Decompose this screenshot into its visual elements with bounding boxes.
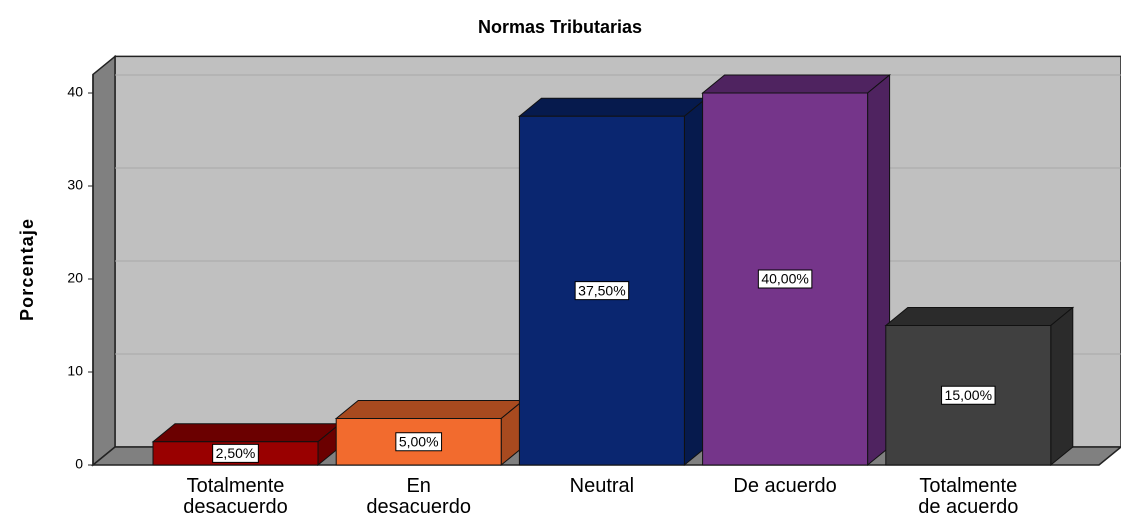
left-wall [92, 54, 116, 467]
y-tick-label: 40 [67, 84, 83, 100]
bar-side [1050, 306, 1074, 467]
value-label: 40,00% [761, 271, 808, 287]
y-tick-label: 0 [75, 456, 83, 472]
x-tick-label: Neutral [569, 475, 635, 497]
value-label-box [395, 432, 443, 452]
bar-top [517, 97, 708, 117]
value-label: 37,50% [578, 282, 625, 298]
x-tick-label: En desacuerdo [366, 475, 471, 518]
y-tick-label: 20 [67, 270, 83, 286]
value-label-box [941, 385, 996, 405]
value-label-box [212, 443, 259, 463]
value-label: 2,50% [216, 445, 256, 461]
bar-top [334, 400, 525, 419]
y-tick-label: 10 [67, 363, 83, 379]
value-label-box [757, 269, 813, 289]
bar-top [151, 423, 342, 443]
x-tick-label: Totalmente de acuerdo [918, 475, 1019, 518]
x-tick-label: Totalmente desacuerdo [183, 475, 288, 518]
chart-title: Normas Tributarias [478, 17, 642, 37]
bar-top [884, 307, 1075, 326]
value-label: 5,00% [399, 433, 439, 449]
value-label-box [574, 281, 630, 301]
x-tick-label: De acuerdo [733, 475, 837, 497]
y-axis-label: Porcentaje [17, 219, 37, 321]
y-tick-label: 30 [67, 177, 83, 193]
bar-top [701, 74, 892, 94]
value-label: 15,00% [945, 387, 992, 403]
